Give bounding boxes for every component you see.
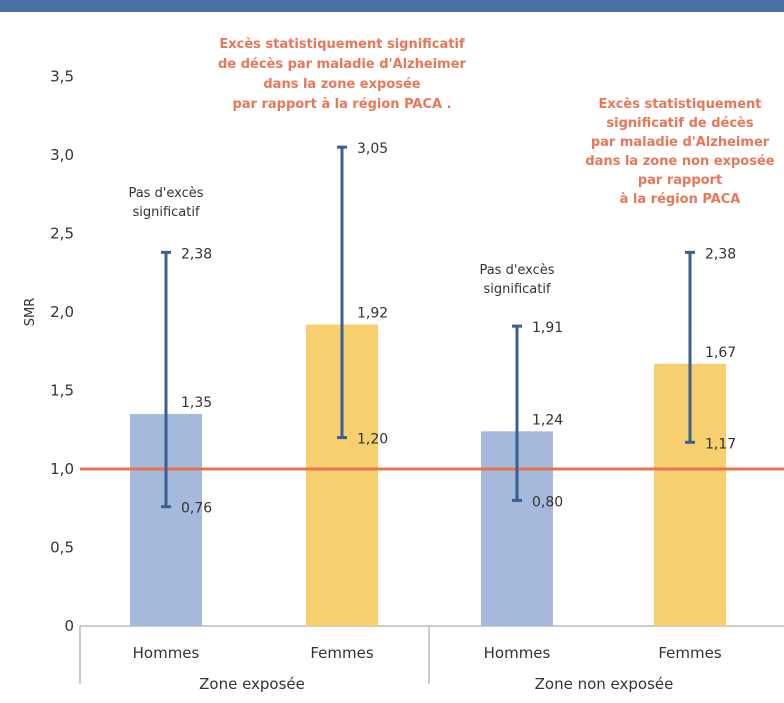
annotation-line: par maladie d'Alzheimer bbox=[591, 135, 770, 150]
annotation-line: de décès par maladie d'Alzheimer bbox=[218, 57, 466, 72]
ci-low-label: 0,80 bbox=[532, 494, 563, 510]
plot-area: 0 0,5 1,0 1,5 2,0 2,5 3,0 3,5 SMR 2,38 0,76 1,35 3,0… bbox=[23, 37, 784, 693]
annotation-line: Excès statistiquement significatif bbox=[219, 37, 465, 52]
category-label: Hommes bbox=[133, 644, 200, 662]
category-label: Hommes bbox=[484, 644, 551, 662]
ci-high-label: 3,05 bbox=[357, 141, 388, 157]
y-tick-label: 0 bbox=[64, 617, 74, 635]
y-tick-label: 1,5 bbox=[50, 382, 74, 400]
group-label: Zone exposée bbox=[199, 675, 305, 693]
annotation-line: par rapport bbox=[638, 173, 722, 188]
y-tick-label: 0,5 bbox=[50, 539, 74, 557]
ci-high-label: 2,38 bbox=[705, 246, 736, 262]
annotation-line: dans la zone non exposée bbox=[585, 154, 774, 169]
y-tick-label: 2,5 bbox=[50, 225, 74, 243]
annotation-line: à la région PACA bbox=[620, 192, 741, 207]
annotation-line: Pas d'excès bbox=[479, 263, 554, 278]
y-tick-label: 3,5 bbox=[50, 68, 74, 86]
value-label: 1,35 bbox=[181, 395, 212, 411]
y-tick-label: 2,0 bbox=[50, 303, 74, 321]
group-label: Zone non exposée bbox=[535, 675, 674, 693]
value-label: 1,24 bbox=[532, 412, 563, 428]
annotation-line: dans la zone exposée bbox=[263, 77, 420, 92]
value-label: 1,92 bbox=[357, 306, 388, 322]
ci-low-label: 1,17 bbox=[705, 436, 736, 452]
annotation-line: significatif bbox=[132, 205, 199, 220]
annotation-line: par rapport à la région PACA . bbox=[232, 97, 451, 112]
ci-high-label: 2,38 bbox=[181, 246, 212, 262]
value-label: 1,67 bbox=[705, 345, 736, 361]
annotation-line: Excès statistiquement bbox=[598, 97, 761, 112]
annotation-line: significatif bbox=[483, 282, 550, 297]
ci-low-label: 0,76 bbox=[181, 501, 212, 517]
y-axis-label: SMR bbox=[23, 298, 38, 327]
ci-low-label: 1,20 bbox=[357, 432, 388, 448]
category-label: Femmes bbox=[310, 644, 373, 662]
ci-high-label: 1,91 bbox=[532, 320, 563, 336]
y-tick-label: 1,0 bbox=[50, 460, 74, 478]
header-band bbox=[0, 0, 784, 12]
annotation-line: significatif de décès bbox=[606, 116, 753, 131]
annotation-line: Pas d'excès bbox=[128, 186, 203, 201]
y-tick-label: 3,0 bbox=[50, 146, 74, 164]
category-label: Femmes bbox=[658, 644, 721, 662]
